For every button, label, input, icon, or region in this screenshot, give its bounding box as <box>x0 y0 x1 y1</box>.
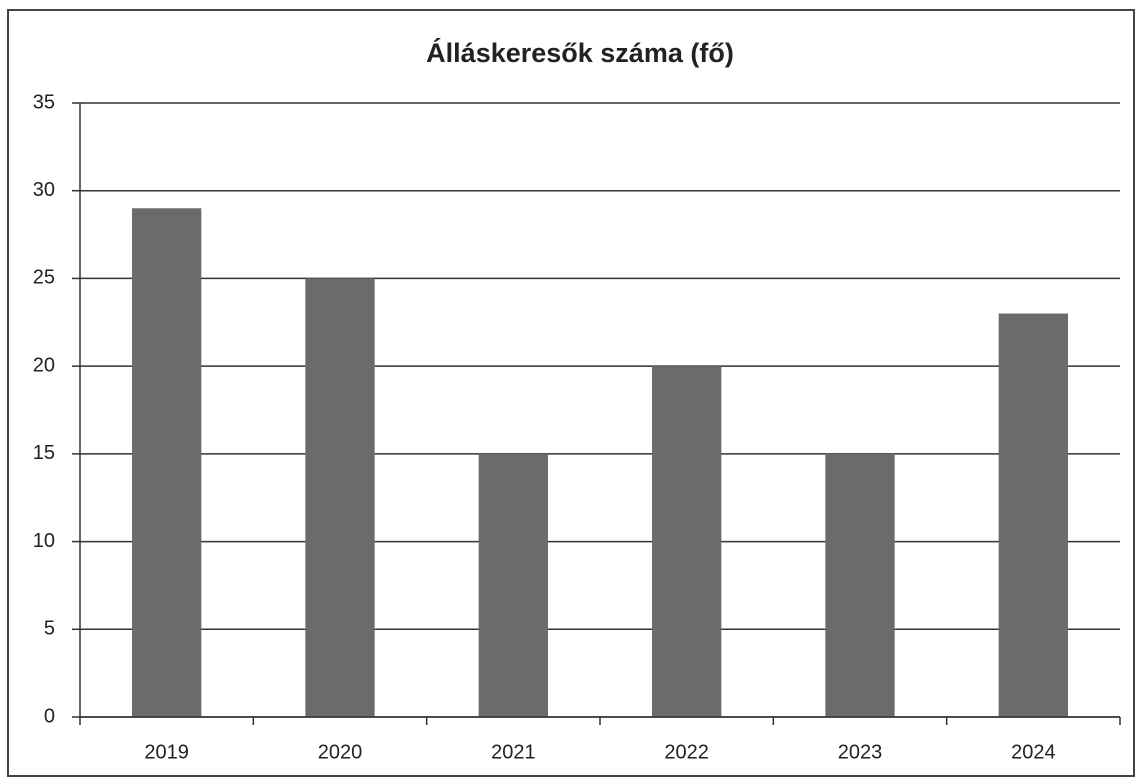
bar <box>652 366 722 717</box>
y-tick-label: 25 <box>33 267 55 289</box>
bar <box>825 453 895 717</box>
x-tick-label: 2024 <box>1011 741 1056 763</box>
bar <box>478 453 548 717</box>
y-tick-label: 15 <box>33 442 55 464</box>
y-tick-label: 0 <box>44 705 55 727</box>
bar <box>132 208 202 717</box>
x-tick-label: 2022 <box>664 741 709 763</box>
y-tick-label: 35 <box>33 91 55 113</box>
x-tick-label: 2021 <box>491 741 536 763</box>
y-tick-label: 30 <box>33 179 55 201</box>
bar <box>305 278 375 717</box>
x-tick-label: 2020 <box>318 741 363 763</box>
y-tick-label: 10 <box>33 530 55 552</box>
bar <box>998 313 1068 717</box>
y-tick-label: 20 <box>33 354 55 376</box>
x-tick-label: 2023 <box>838 741 883 763</box>
chart-title: Álláskeresők száma (fő) <box>426 37 734 68</box>
y-tick-label: 5 <box>44 618 55 640</box>
x-tick-label: 2019 <box>144 741 189 763</box>
